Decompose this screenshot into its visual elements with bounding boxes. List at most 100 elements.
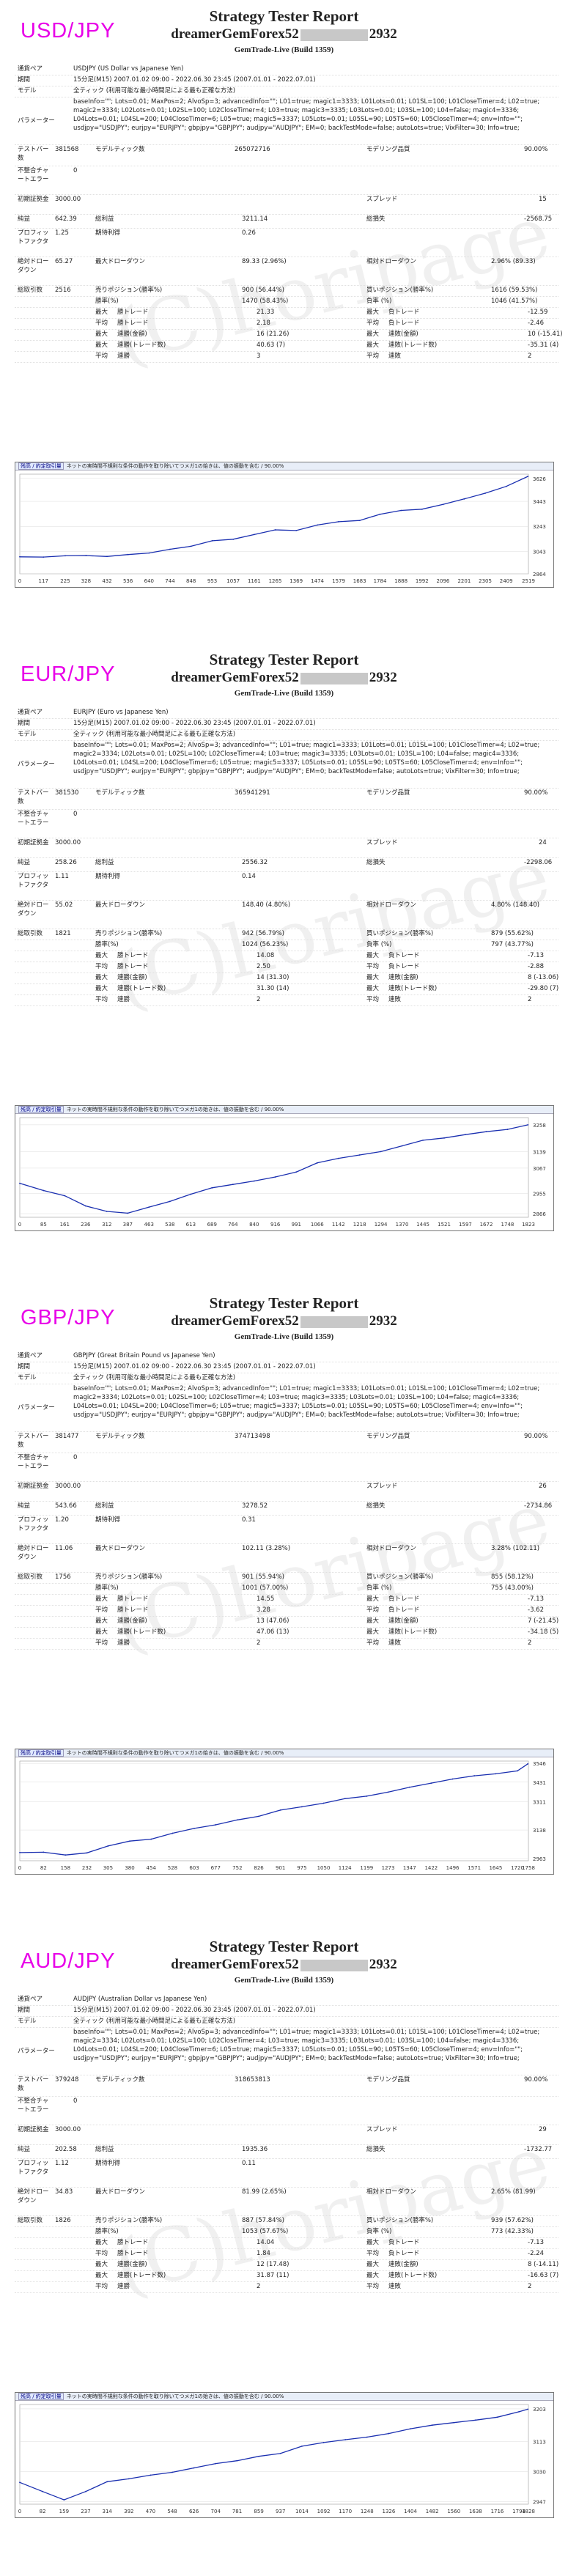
- balance-point: [527, 1123, 529, 1126]
- value: 1.84: [257, 2250, 270, 2257]
- row-net-profit: 純益 258.26 総利益 2556.32 総損失 -2298.06: [15, 858, 558, 872]
- label: スプレッド: [366, 196, 398, 203]
- label: 総取引数: [18, 1573, 43, 1581]
- x-tick-label: 0: [18, 1222, 21, 1228]
- value: 1821: [55, 930, 71, 937]
- x-tick-label: 1521: [438, 1222, 451, 1228]
- row-max_consec_profit: 最大 連勝(トレード数) 31.87 (11) 最大 連敗(トレード数) -16.63 (…: [15, 2271, 558, 2282]
- y-tick-label: 2866: [533, 1211, 546, 1217]
- value: 365941291: [235, 789, 270, 797]
- x-tick-label: 613: [186, 1222, 196, 1228]
- plot-frame: [19, 1760, 529, 1861]
- x-tick-label: 463: [144, 1222, 154, 1228]
- label: 期間: [18, 720, 31, 727]
- x-tick-label: 538: [165, 1222, 174, 1228]
- value: 15分足(M15) 2007.01.02 09:00 - 2022.06.30 …: [73, 1363, 316, 1370]
- row-average_profit: 平均 勝トレード 1.84 平均 負トレード -2.24: [15, 2249, 558, 2260]
- x-tick-label: 689: [207, 1222, 217, 1228]
- x-tick-label: 1326: [383, 2509, 396, 2514]
- value: 543.66: [55, 1502, 77, 1510]
- x-tick-label: 85: [40, 1222, 47, 1228]
- balance-point: [211, 1186, 213, 1189]
- y-tick-label: 3043: [533, 549, 546, 555]
- value: 7 (-21.45): [528, 1617, 559, 1625]
- x-tick-label: 1823: [522, 1222, 535, 1228]
- label: 連勝(トレード数): [117, 2272, 166, 2279]
- value: 1.11: [55, 873, 69, 880]
- label: 負トレード: [388, 952, 420, 959]
- label: 期待利得: [95, 873, 121, 880]
- value: EURJPY (Euro vs Japanese Yen): [73, 709, 169, 716]
- y-tick-label: 3443: [533, 499, 546, 505]
- value: -7.13: [528, 1595, 544, 1603]
- value: 10 (-15.41): [528, 331, 563, 338]
- balance-point: [485, 1131, 487, 1133]
- x-tick-label: 117: [39, 578, 48, 584]
- value: 0: [73, 2097, 78, 2105]
- x-tick-label: 1828: [522, 2509, 535, 2514]
- label: 初期証拠金: [18, 839, 49, 846]
- label: 最大: [95, 331, 108, 338]
- server-build: GemTrade-Live (Build 1359): [234, 1332, 334, 1341]
- balance-chart: 残高 / 約定取引量 ネットの実時間不規則な条件の動作を取り除いてつメガ1の始きは…: [15, 1105, 554, 1231]
- x-tick-label: 1142: [332, 1222, 345, 1228]
- label: 連勝(トレード数): [117, 985, 166, 992]
- label: 勝率(%): [95, 298, 119, 305]
- label: 連敗: [388, 1639, 402, 1647]
- label: 平均: [366, 353, 380, 360]
- chart-header: 残高 / 約定取引量 ネットの実時間不規則な条件の動作を取り除いてつメガ1の始きは…: [15, 462, 553, 470]
- label: 絶対ドローダウン: [18, 1545, 49, 1561]
- value: 全ティック (利用可能な最小時間足による最も正確な方法): [73, 731, 236, 738]
- row-bars: テストバー数 381477 モデルティック数 374713498 モデリング品質 90.0…: [15, 1432, 558, 1453]
- label: 不整合チャートエラー: [18, 2097, 49, 2114]
- value: 2: [528, 353, 532, 360]
- row-profit-factor: プロフィットファクタ 1.20 期待利得 0.31: [15, 1516, 558, 1544]
- server-build: GemTrade-Live (Build 1359): [234, 1976, 334, 1985]
- label: 連敗(金額): [388, 331, 418, 338]
- x-tick-label: 1748: [501, 1222, 514, 1228]
- value: 14 (31.30): [257, 974, 289, 981]
- balance-point: [506, 1129, 509, 1130]
- x-tick-label: 1347: [403, 1865, 416, 1871]
- row-profit-factor: プロフィットファクタ 1.11 期待利得 0.14: [15, 872, 558, 901]
- x-tick-label: 1992: [416, 578, 429, 584]
- balance-point: [253, 534, 255, 536]
- value: 55.02: [55, 901, 73, 909]
- value: 797 (43.77%): [491, 941, 534, 948]
- row-largest_profit: 最大 勝トレード 14.08 最大 負トレード -7.13: [15, 951, 558, 962]
- value: 2.96% (89.33): [491, 258, 536, 265]
- row-drawdown: 絶対ドローダウン 55.02 最大ドローダウン 148.40 (4.80%) 相対ドロー…: [15, 901, 558, 929]
- chart-svg: 2864 3043 3243 3443 3626 0 117 225 328 432 536 640 7…: [18, 473, 546, 584]
- x-tick-label: 1057: [226, 578, 240, 584]
- row-profit-factor: プロフィットファクタ 1.12 期待利得 0.11: [15, 2159, 558, 2188]
- y-tick-label: 3030: [533, 2469, 546, 2475]
- server-build: GemTrade-Live (Build 1359): [234, 45, 334, 54]
- x-tick-label: 312: [102, 1222, 111, 1228]
- balance-point: [190, 1193, 192, 1195]
- row-drawdown: 絶対ドローダウン 11.06 最大ドローダウン 102.11 (3.28%) 相対ドロー…: [15, 1544, 558, 1573]
- label: テストバー数: [18, 2076, 49, 2092]
- y-tick-label: 3203: [533, 2407, 546, 2413]
- balance-point: [232, 1184, 234, 1186]
- x-tick-label: 1170: [339, 2509, 352, 2514]
- value: -2.46: [528, 320, 544, 327]
- row-parameters: パラメーター baseInfo=""; Lots=0.01; MaxPos=2; …: [15, 1384, 558, 1432]
- label: 初期証拠金: [18, 196, 49, 203]
- x-tick-label: 1404: [404, 2509, 417, 2514]
- label: 平均: [95, 996, 108, 1003]
- x-tick-label: 470: [146, 2509, 155, 2514]
- value: 90.00%: [524, 2076, 548, 2084]
- label: 総損失: [366, 859, 386, 866]
- label: 連敗(金額): [388, 1617, 418, 1625]
- balance-series-line: [19, 476, 528, 558]
- value: 1935.36: [242, 2146, 268, 2153]
- label: 最大: [95, 974, 108, 981]
- row-net-profit: 純益 202.58 総利益 1935.36 総損失 -1732.77: [15, 2145, 558, 2159]
- row-total-trades: 総取引数 1756 売りポジション(勝率%) 901 (55.94%) 買いポジション(…: [15, 1573, 558, 1584]
- balance-point: [169, 548, 171, 550]
- label: 平均: [366, 2250, 380, 2257]
- row-max_consec_wins: 最大 連勝(金額) 16 (21.26) 最大 連敗(金額) 10 (-15.41): [15, 330, 563, 341]
- row-max_consec_profit: 最大 連勝(トレード数) 40.63 (7) 最大 連敗(トレード数) -35.31 (4…: [15, 341, 558, 352]
- balance-legend: 残高 / 約定取引量: [18, 1106, 64, 1113]
- expert-prefix: dreamerGemForex52: [171, 1313, 299, 1329]
